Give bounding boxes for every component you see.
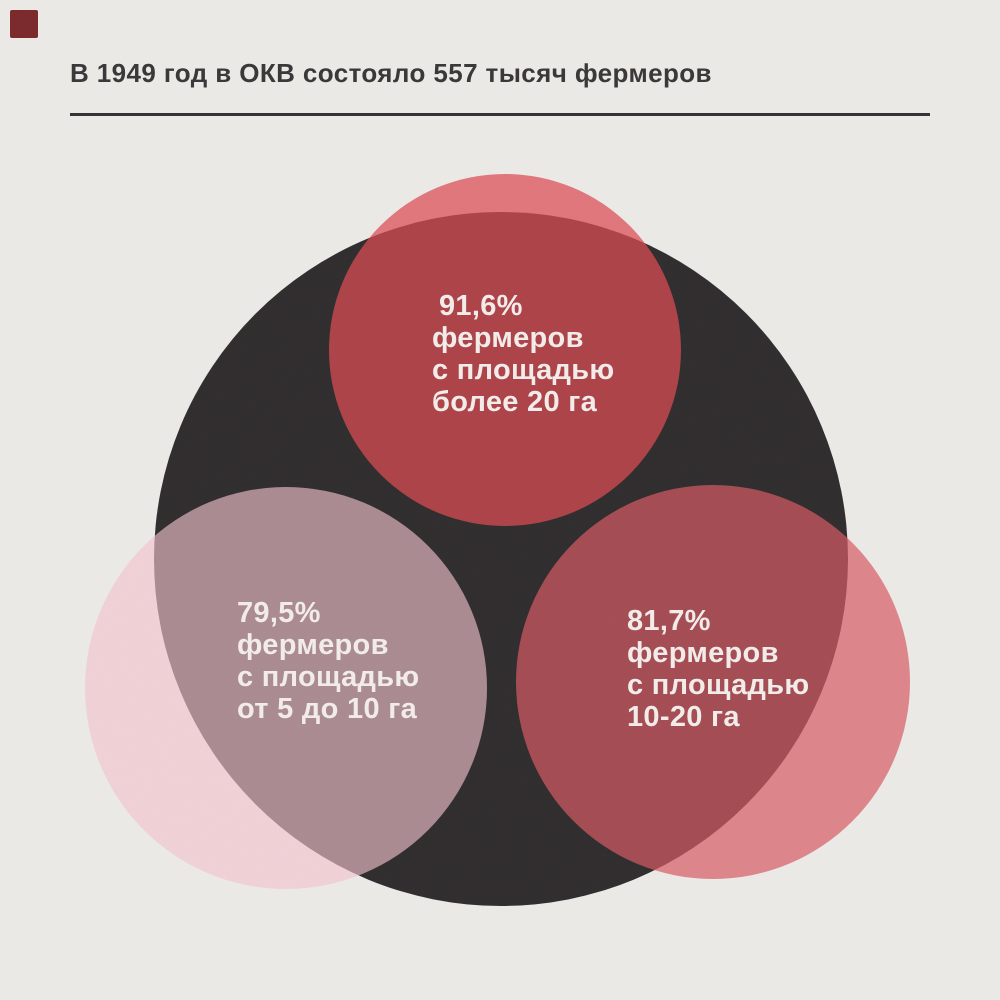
bubble-label-10-to-20ha: 81,7% фермеров с площадью 10-20 га <box>627 605 809 733</box>
label-line: от 5 до 10 га <box>237 693 418 725</box>
percent-value: 79,5% <box>237 597 321 629</box>
bubble-label-more-than-20ha: 91,6% фермеров с площадью более 20 га <box>432 290 614 418</box>
label-line: более 20 га <box>432 386 598 418</box>
brand-mark <box>10 10 38 38</box>
label-line: фермеров <box>432 322 584 354</box>
percent-value: 91,6% <box>439 290 523 322</box>
bubble-label-5-to-10ha: 79,5% фермеров с площадью от 5 до 10 га <box>237 597 419 725</box>
label-line: с площадью <box>627 669 810 701</box>
label-line: с площадью <box>432 354 615 386</box>
label-line: с площадью <box>237 661 420 693</box>
page-title: В 1949 год в ОКВ состояло 557 тысяч ферм… <box>70 58 712 88</box>
percent-value: 81,7% <box>627 605 711 637</box>
label-line: 10-20 га <box>627 701 740 733</box>
label-line: фермеров <box>237 629 389 661</box>
label-line: фермеров <box>627 637 779 669</box>
title-underline <box>70 113 930 116</box>
